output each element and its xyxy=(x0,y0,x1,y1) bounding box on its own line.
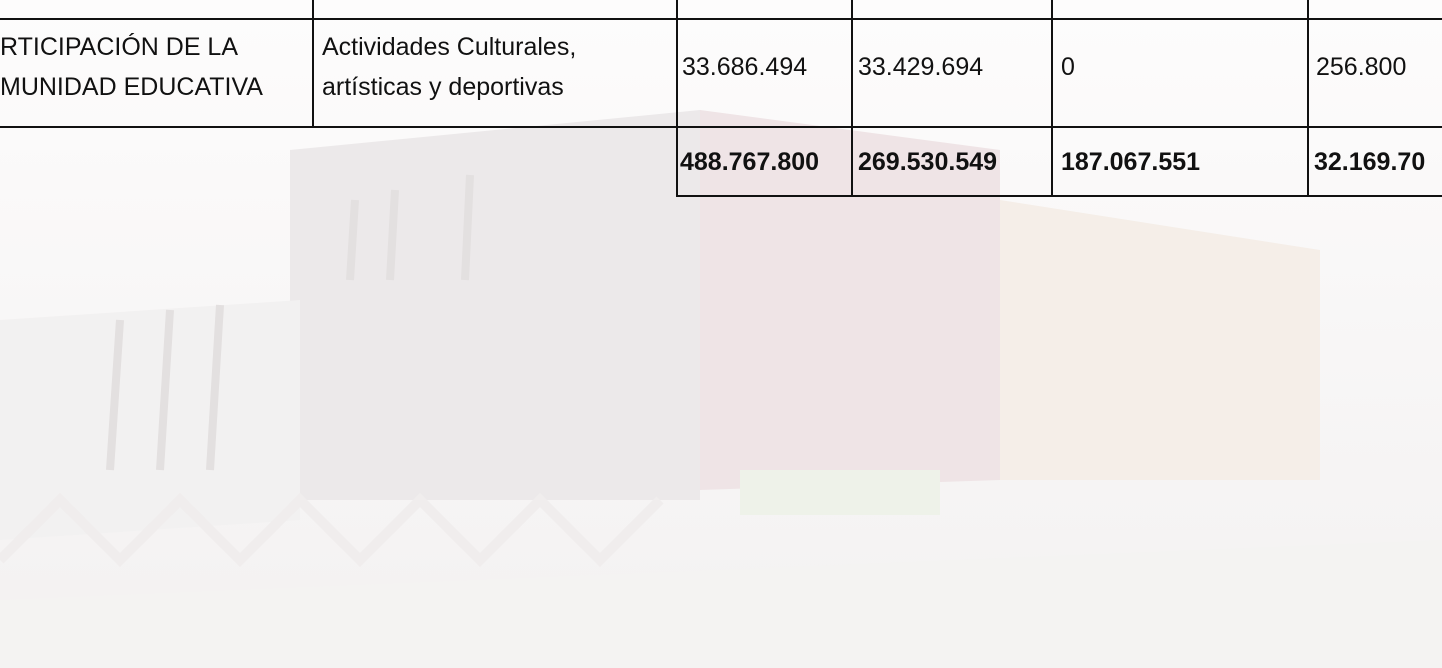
amount: 33.686.494 xyxy=(682,53,808,81)
activity-line: Actividades Culturales, xyxy=(322,33,577,61)
row-border xyxy=(676,195,1442,197)
area-line: MUNIDAD EDUCATIVA xyxy=(0,73,263,101)
column-border xyxy=(1051,0,1053,197)
amount: 0 xyxy=(1061,53,1075,81)
column-border xyxy=(312,0,314,128)
area-line: RTICIPACIÓN DE LA xyxy=(0,33,239,61)
total: 32.169.70 xyxy=(1314,148,1426,176)
total: 488.767.800 xyxy=(680,148,820,176)
column-border xyxy=(1307,0,1309,197)
total: 187.067.551 xyxy=(1061,148,1201,176)
amount: 33.429.694 xyxy=(858,53,984,81)
activity-line: artísticas y deportivas xyxy=(322,73,564,101)
column-border xyxy=(851,0,853,197)
amount: 256.800 xyxy=(1316,53,1407,81)
column-border xyxy=(676,0,678,197)
total: 269.530.549 xyxy=(858,148,998,176)
row-border xyxy=(0,18,1442,20)
row-border xyxy=(0,126,1442,128)
